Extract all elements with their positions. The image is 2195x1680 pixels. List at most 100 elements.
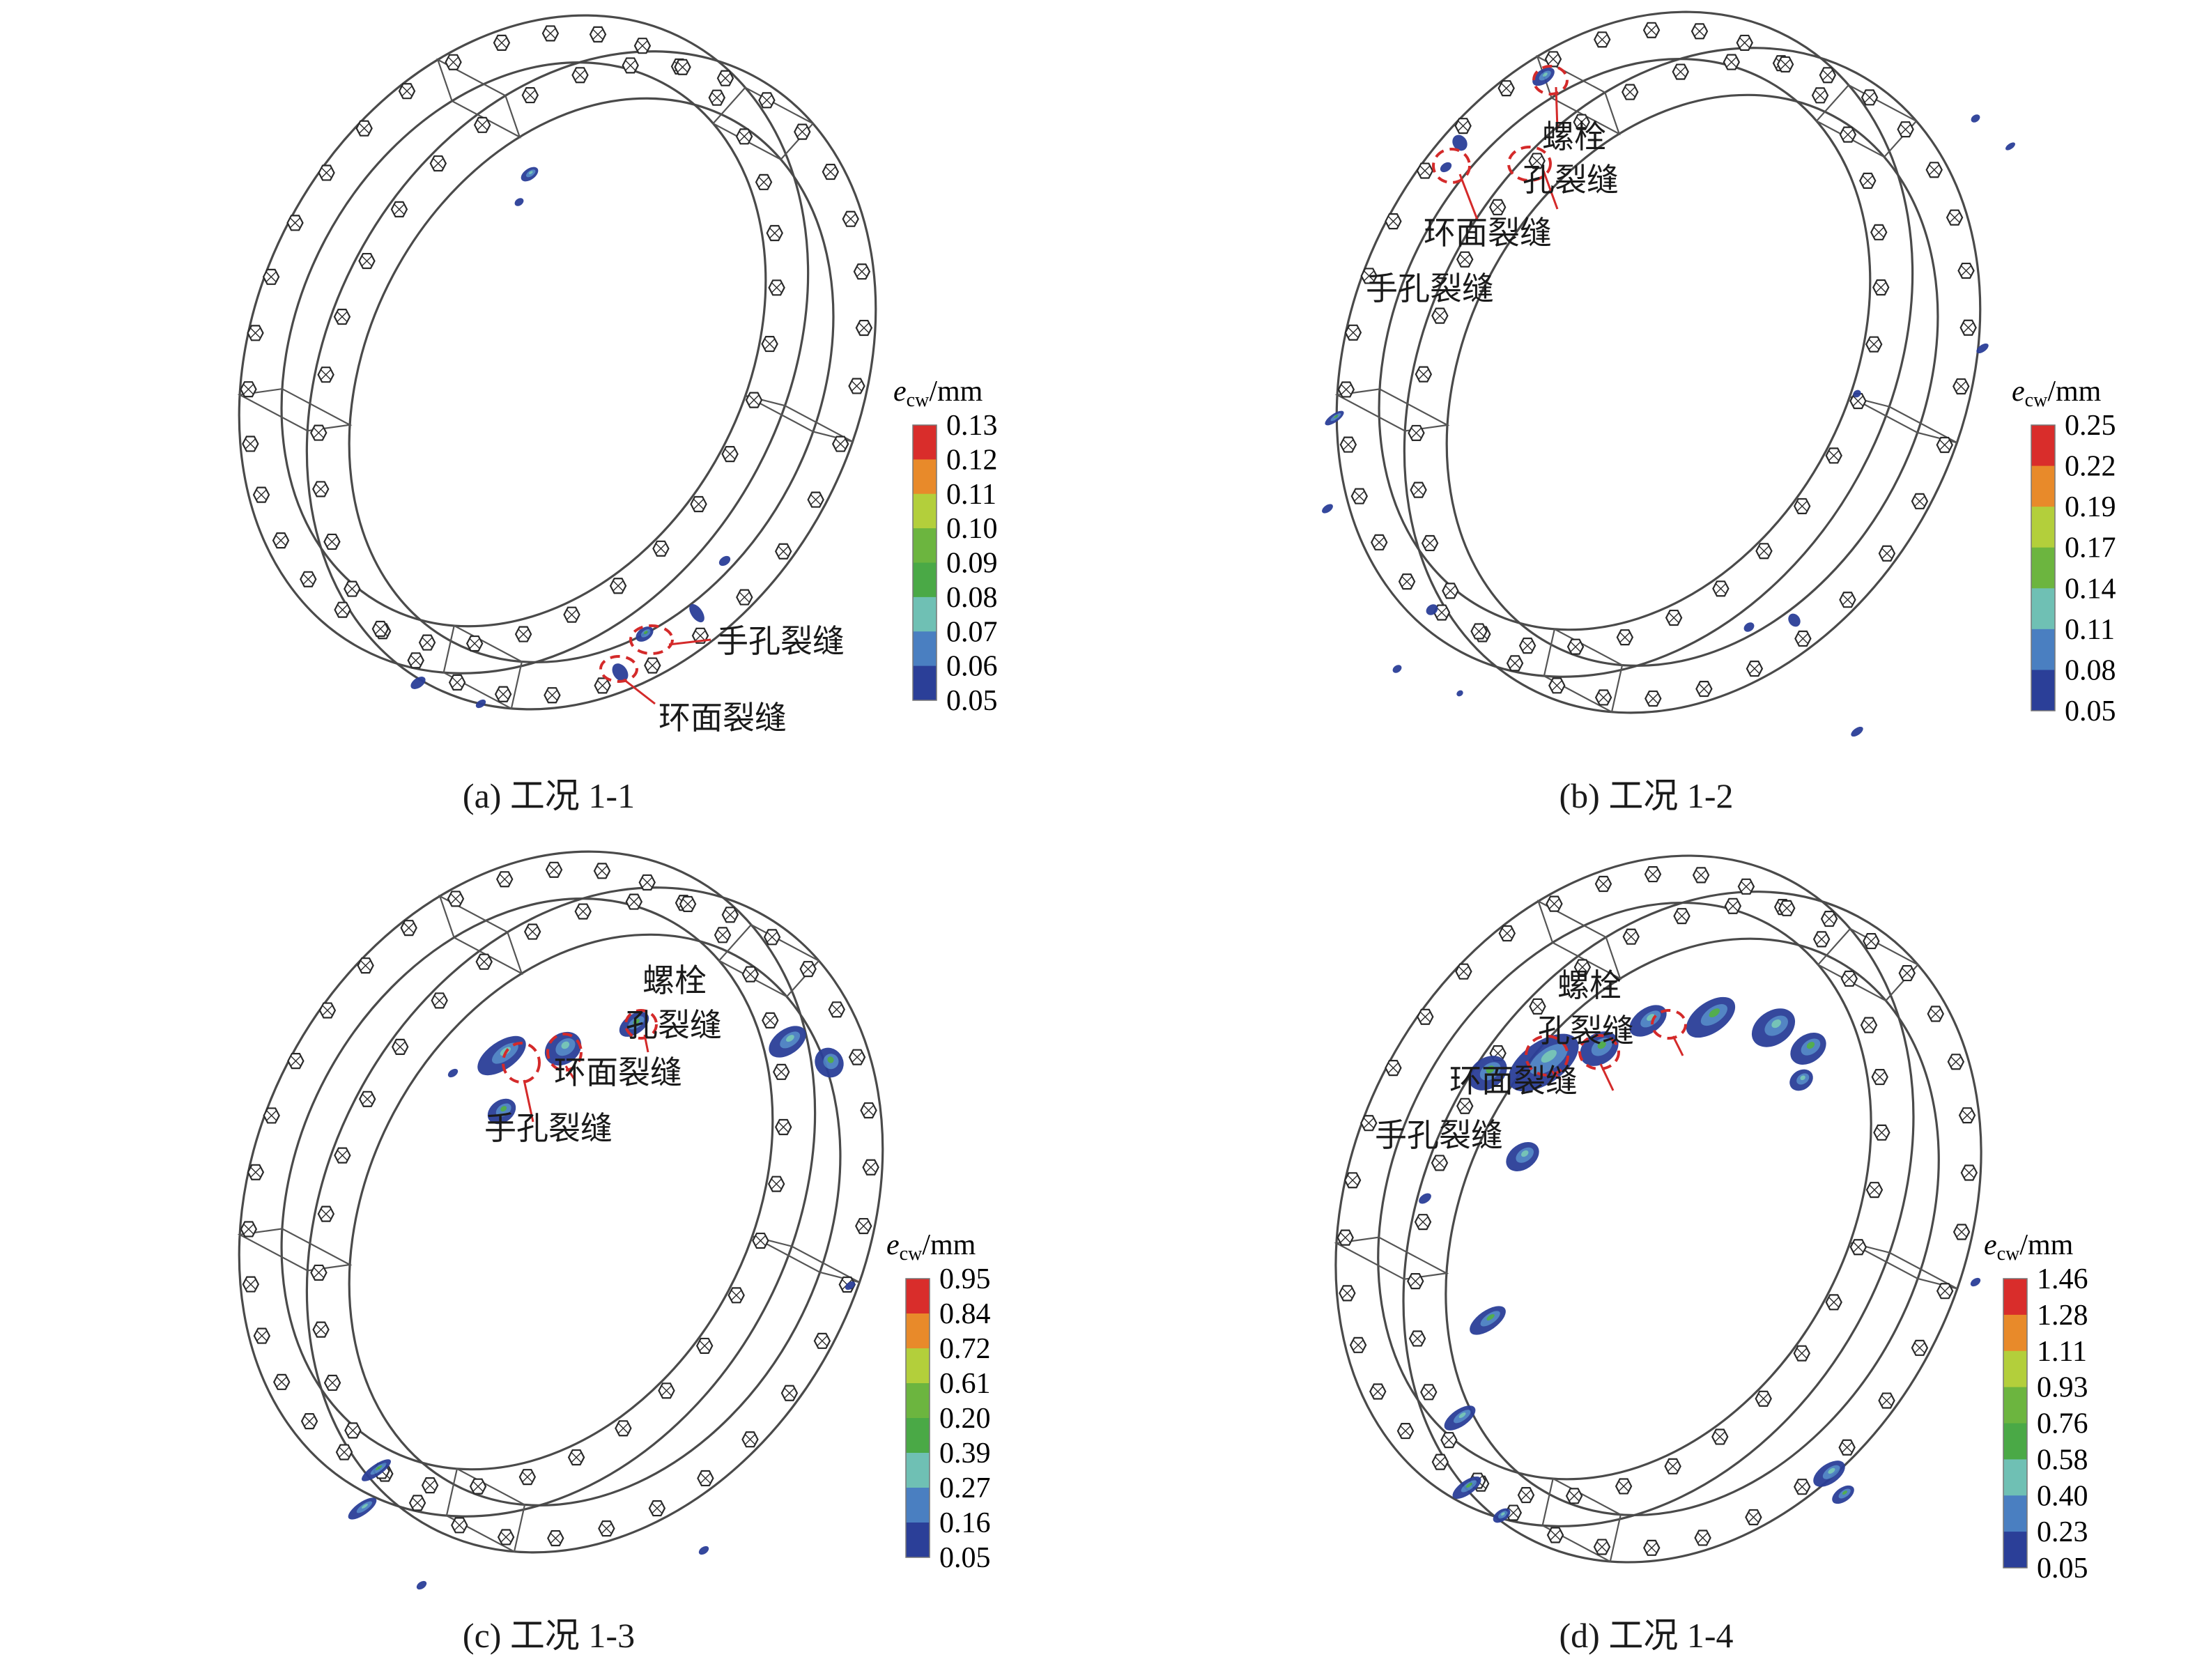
- tunnel-rings: [1334, 854, 1982, 1564]
- legend-tick-label: 0.13: [946, 410, 998, 442]
- bolt-hole-icon: [514, 626, 532, 642]
- bolt-hole-icon: [745, 392, 763, 408]
- legend-title-symbol: e: [886, 1229, 900, 1261]
- crack-highlight-marker: [1507, 146, 1552, 182]
- bolt-hole-icon: [1344, 324, 1362, 341]
- crack-patch: [1452, 1476, 1481, 1500]
- bolt-hole-icon: [545, 861, 563, 878]
- crack-patches: [410, 167, 731, 709]
- bolt-hole-icon: [716, 70, 734, 86]
- bolt-hole-icon: [1861, 89, 1879, 106]
- bolt-hole-icon: [761, 336, 778, 353]
- bolt-hole-icon: [1593, 1539, 1611, 1555]
- crack-patch: [514, 198, 524, 206]
- bolt-hole-icon: [391, 1038, 409, 1055]
- bolt-hole-icon: [1838, 1439, 1856, 1456]
- bolt-hole-icon: [272, 1373, 291, 1390]
- bolt-hole-icon: [1878, 1392, 1895, 1409]
- legend-tick-label: 0.22: [2065, 451, 2116, 483]
- bolt-hole-icon: [1488, 199, 1507, 215]
- bolt-hole-icon: [1898, 965, 1916, 982]
- crack-highlight-marker: [624, 1009, 658, 1040]
- legend-tick-label: 0.05: [939, 1542, 991, 1574]
- leader-line: [564, 1065, 576, 1081]
- bolt-hole-icon: [1793, 1345, 1811, 1362]
- bolt-hole-icon: [1860, 1017, 1878, 1033]
- crack-patch: [1456, 690, 1463, 697]
- bolt-hole-icon: [691, 627, 709, 644]
- legend-title-unit: /mm: [929, 376, 983, 408]
- bolt-hole-icon: [240, 1221, 258, 1238]
- legend-tick-label: 0.05: [2037, 1552, 2088, 1585]
- crack-patch: [845, 1281, 856, 1290]
- bolt-hole-icon: [1672, 63, 1689, 80]
- legend-title-unit: /mm: [922, 1229, 976, 1261]
- bolt-hole-icon: [323, 1374, 341, 1392]
- bolt-hole-icon: [541, 25, 560, 42]
- bolt-hole-icon: [828, 1001, 845, 1018]
- ring-inner-edge: [1445, 937, 1940, 1517]
- leader-line: [643, 1034, 649, 1053]
- bolt-hole-icon: [1369, 1383, 1387, 1400]
- bolt-hole-icon: [1737, 878, 1755, 895]
- caption-text: 工况 1-3: [509, 1616, 636, 1655]
- annotation-bolt: 螺栓: [1542, 118, 1606, 155]
- legend-title-subscript: cw: [1997, 1243, 2020, 1265]
- bolt-hole-icon: [589, 26, 607, 43]
- crack-patch: [1853, 390, 1861, 398]
- crack-patch: [769, 1026, 806, 1058]
- bolt-hole-icon: [1873, 1124, 1890, 1141]
- bolt-hole-icon: [1498, 925, 1516, 942]
- leader-line: [1672, 1035, 1684, 1056]
- crack-patch: [1832, 1485, 1854, 1504]
- bolt-hole-icon: [1865, 1182, 1884, 1199]
- segment-joint: [1536, 54, 1621, 136]
- legend-color-band: [2003, 1532, 2027, 1569]
- caption-label: (d): [1559, 1616, 1600, 1655]
- bolt-hole-icon: [1695, 681, 1713, 698]
- bolt-hole-icon: [465, 635, 484, 652]
- bolt-hole-icon: [1958, 1107, 1976, 1124]
- bolt-hole-icon: [497, 1529, 515, 1546]
- bolt-hole-icon: [333, 308, 351, 325]
- bolt-hole-icon: [735, 128, 753, 145]
- bolt-hole-icon: [1692, 867, 1710, 884]
- crack-patch: [1468, 1056, 1507, 1091]
- legend-tick-label: 0.84: [939, 1298, 991, 1330]
- legend-tick-label: 0.93: [2037, 1372, 2088, 1404]
- bolt-hole-icon: [317, 1205, 335, 1222]
- crack-patch: [1851, 726, 1863, 737]
- crack-highlight-marker: [1432, 148, 1471, 184]
- crack-highlight-marker: [1532, 65, 1569, 95]
- bolt-hole-icon: [400, 920, 417, 937]
- bolt-hole-icon: [300, 1413, 318, 1430]
- legend-tick-label: 0.25: [2065, 410, 2116, 442]
- annotation-hole-crack: 孔裂缝: [1523, 161, 1619, 199]
- legend-color-band: [906, 1279, 930, 1314]
- bolt-hole-icon: [1947, 1054, 1965, 1070]
- bolt-hole-icon: [1745, 1509, 1762, 1526]
- panel-a: ecw/mm 0.13 0.12 0.11 0.10 0.09 0.08 0.07 0.06 0.…: [0, 0, 1098, 840]
- bolt-hole-icon: [448, 674, 466, 691]
- ring-outlines: [1334, 10, 1982, 714]
- annotation-hand-hole-crack: 手孔裂缝: [1366, 270, 1494, 307]
- bolt-hole-icon: [1396, 1422, 1415, 1440]
- bolt-hole-icon: [418, 634, 436, 651]
- leader-line: [1542, 170, 1559, 210]
- bolt-hole-icon: [773, 1063, 790, 1080]
- bolt-hole-icon: [755, 174, 773, 190]
- bolt-hole-icon: [1417, 1008, 1434, 1025]
- bolt-hole-icon: [1957, 262, 1975, 279]
- legend-color-band: [906, 1488, 930, 1523]
- leader-line: [623, 678, 656, 705]
- legend-color-band: [2031, 629, 2055, 670]
- bolt-hole-icon: [695, 1337, 714, 1354]
- segment-joint: [1815, 84, 1918, 158]
- crack-patches: [348, 1012, 856, 1590]
- crack-patch: [1426, 604, 1438, 615]
- legend-color-band: [913, 493, 937, 529]
- bolt-hole-icon: [862, 1159, 879, 1176]
- bolt-hole-icon: [495, 871, 514, 888]
- bolt-hole-icon: [741, 966, 760, 982]
- bolt-hole-icon: [355, 120, 373, 137]
